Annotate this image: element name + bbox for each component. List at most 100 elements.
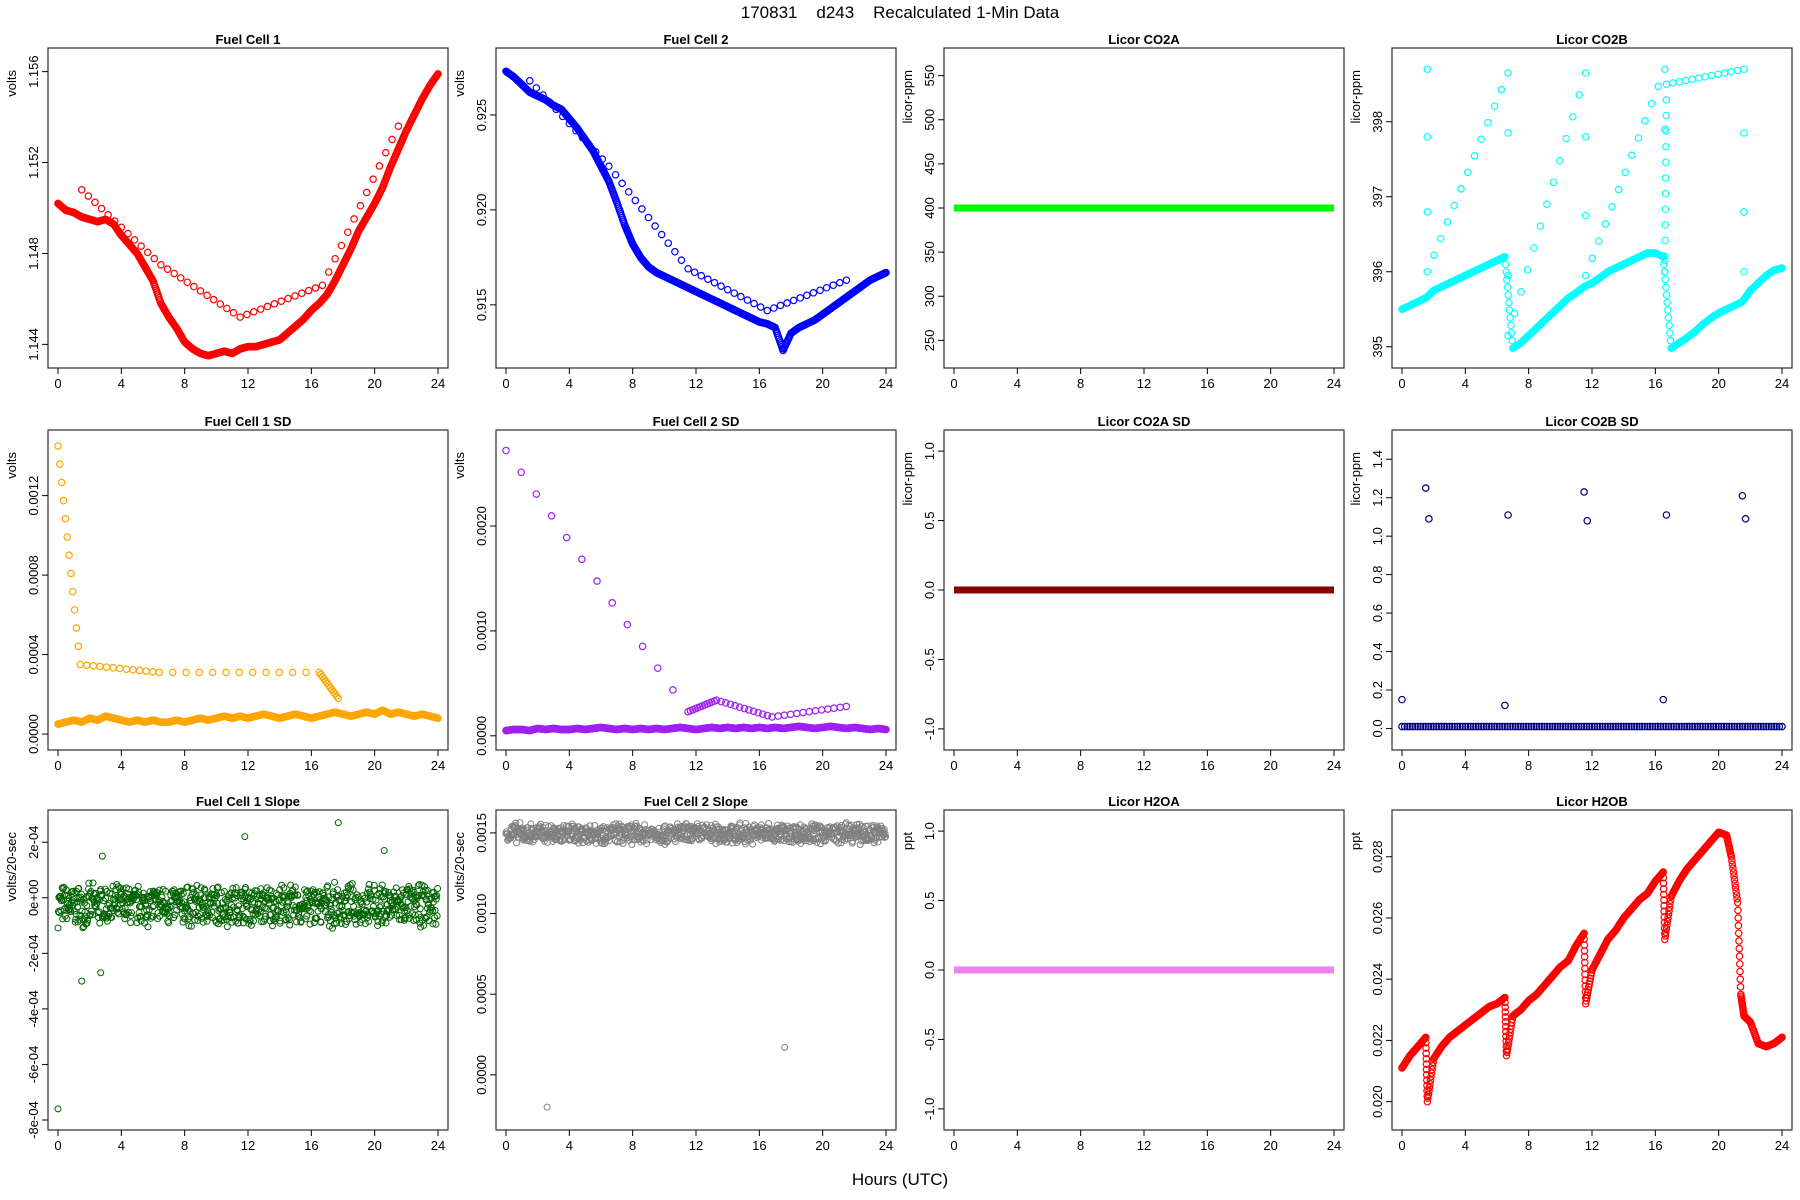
data-point xyxy=(809,289,818,297)
y-tick-label: 1.152 xyxy=(26,146,41,179)
data-point xyxy=(74,642,83,651)
y-tick-label: 1.0 xyxy=(922,442,937,460)
data-point xyxy=(783,299,791,307)
data-point xyxy=(677,256,686,265)
data-point xyxy=(1661,158,1670,167)
data-point xyxy=(275,668,284,677)
data-point xyxy=(1504,129,1512,137)
data-point xyxy=(1661,174,1670,182)
data-point xyxy=(302,668,310,677)
y-tick-label: 396 xyxy=(1370,261,1385,283)
y-tick-label: 0.925 xyxy=(474,99,489,132)
x-tick-label: 12 xyxy=(689,376,703,391)
data-point xyxy=(262,668,270,677)
data-point xyxy=(1621,168,1630,177)
y-tick-label: -6e-04 xyxy=(26,1046,41,1084)
data-point xyxy=(262,905,270,913)
data-point xyxy=(1738,491,1747,500)
data-point xyxy=(155,668,164,677)
data-point xyxy=(1536,222,1545,230)
data-point xyxy=(63,533,72,541)
data-point xyxy=(104,211,112,219)
y-tick-label: 0.0010 xyxy=(474,894,489,934)
data-point xyxy=(1688,75,1697,84)
data-point xyxy=(565,119,574,128)
data-point xyxy=(89,662,98,670)
data-point xyxy=(1661,256,1669,265)
data-point xyxy=(148,667,157,676)
panel-title: Licor CO2B SD xyxy=(1545,414,1638,429)
data-point xyxy=(1477,135,1485,144)
data-point-outlier xyxy=(380,847,388,855)
x-tick-label: 20 xyxy=(815,758,829,773)
data-point xyxy=(669,686,677,694)
data-point xyxy=(127,919,135,927)
data-point xyxy=(593,577,601,585)
data-point xyxy=(157,261,165,269)
data-point xyxy=(780,711,789,719)
data-point xyxy=(803,291,811,300)
data-point-outlier xyxy=(78,977,86,985)
data-point xyxy=(288,668,297,677)
data-point xyxy=(1661,221,1670,229)
data-point xyxy=(1654,82,1663,91)
x-tick-label: 24 xyxy=(1327,376,1341,391)
data-point xyxy=(1568,112,1577,121)
data-point xyxy=(1436,234,1445,243)
y-tick-label: 0.915 xyxy=(474,289,489,322)
data-point xyxy=(737,292,745,301)
plot-frame xyxy=(47,429,449,751)
x-tick-label: 16 xyxy=(304,1138,318,1153)
data-point xyxy=(750,299,758,308)
data-point xyxy=(1504,291,1513,299)
y-tick-label: -0.5 xyxy=(922,648,937,670)
y-tick-label: 398 xyxy=(1370,111,1385,133)
data-point xyxy=(1664,313,1673,322)
plot-frame xyxy=(47,47,449,369)
y-axis-label: volts/20-sec xyxy=(452,832,467,902)
plot-frame xyxy=(47,809,449,1131)
data-point xyxy=(196,287,205,295)
data-point xyxy=(799,708,807,717)
data-point xyxy=(67,569,75,578)
data-point xyxy=(1661,267,1669,276)
panel-6: Fuel Cell 2 SD0 4 8 12 16 20 240.00000.00100.0… xyxy=(452,414,897,773)
data-point xyxy=(1740,267,1748,276)
panel-title: Fuel Cell 1 SD xyxy=(205,414,292,429)
data-point xyxy=(272,889,280,897)
panel-8: Licor CO2B SD0 4 8 12 16 20 240.00.20.40.60.81… xyxy=(1348,414,1793,773)
data-point xyxy=(1581,132,1590,141)
data-point xyxy=(1505,298,1513,307)
y-tick-label: 500 xyxy=(922,109,937,131)
data-point xyxy=(532,84,541,92)
data-point xyxy=(1661,252,1669,260)
data-point xyxy=(1423,207,1432,216)
data-point xyxy=(547,511,556,520)
data-point xyxy=(502,446,510,455)
data-point xyxy=(552,105,560,114)
data-point xyxy=(1694,74,1703,82)
x-tick-label: 0 xyxy=(502,758,509,773)
y-tick-label: 0.0005 xyxy=(474,974,489,1014)
data-point xyxy=(704,275,712,284)
data-point xyxy=(1562,134,1571,143)
data-point xyxy=(1510,309,1519,318)
data-point xyxy=(311,284,320,292)
series-points xyxy=(1398,484,1786,731)
data-point xyxy=(324,268,333,276)
y-tick-label: 0.0020 xyxy=(474,506,489,546)
x-tick-label: 4 xyxy=(566,758,573,773)
data-point xyxy=(284,294,292,303)
x-tick-label: 20 xyxy=(367,758,381,773)
data-point xyxy=(97,204,106,213)
x-tick-label: 0 xyxy=(1398,758,1405,773)
x-tick-label: 0 xyxy=(54,1138,61,1153)
data-point xyxy=(723,285,732,294)
y-tick-label: 0.0012 xyxy=(26,476,41,516)
data-point xyxy=(1443,218,1452,226)
data-point xyxy=(1423,132,1432,141)
data-point xyxy=(117,223,126,232)
data-point xyxy=(1727,67,1735,76)
data-point xyxy=(434,884,442,892)
